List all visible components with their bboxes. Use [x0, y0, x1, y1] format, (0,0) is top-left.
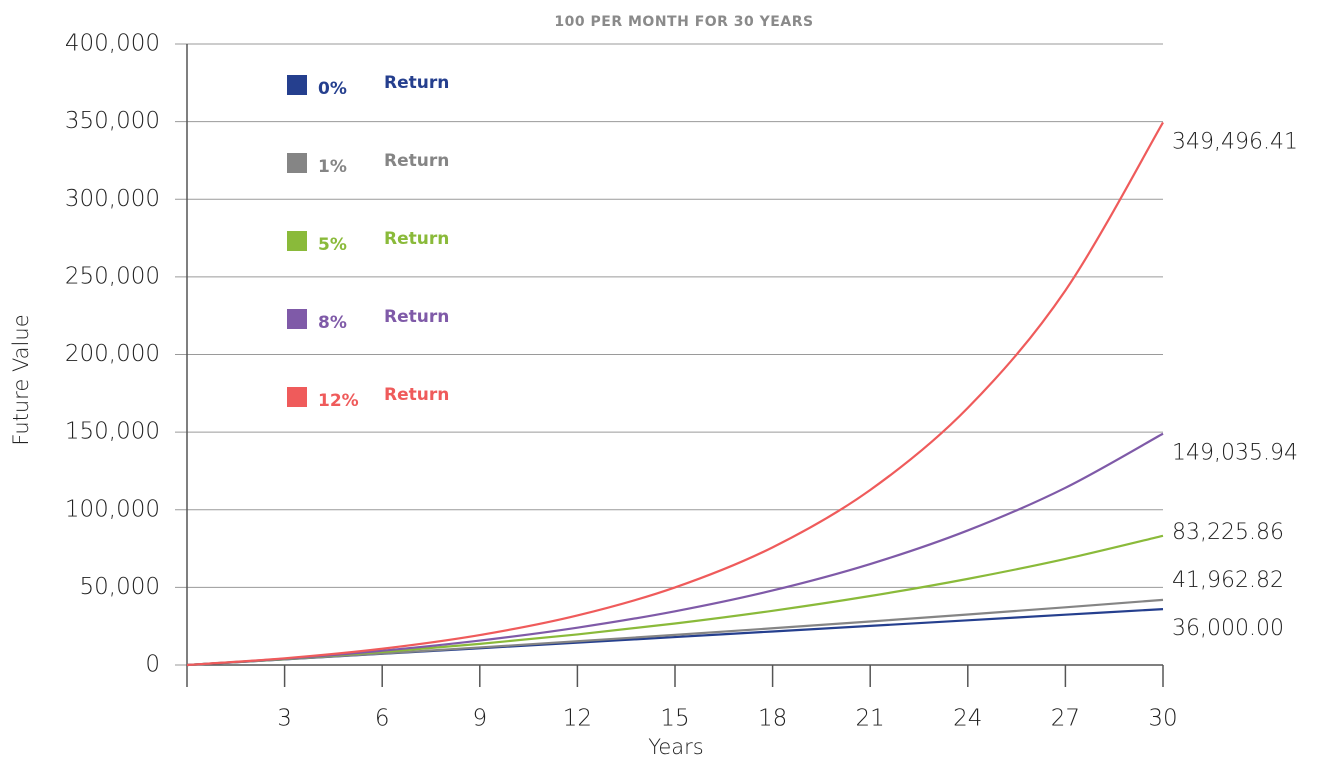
line-series	[186, 121, 1164, 667]
legend-swatch	[287, 387, 307, 407]
chart-title: 100 PER MONTH FOR 30 YEARS	[554, 14, 813, 30]
legend-label: 12%	[318, 391, 359, 411]
legend-suffix: Return	[384, 307, 449, 327]
x-tick-label: 21	[856, 706, 885, 732]
value-label: 36,000.00	[1172, 616, 1284, 641]
y-tick-label: 300,000	[65, 186, 160, 212]
x-axis-title: Years	[648, 735, 703, 759]
y-tick-label: 0	[145, 652, 160, 678]
legend-suffix: Return	[384, 385, 449, 405]
x-tick-label: 18	[758, 706, 787, 732]
legend-label: 8%	[318, 313, 347, 333]
x-tick-label: 6	[375, 706, 390, 732]
legend-label: 1%	[318, 157, 347, 177]
line-series	[186, 432, 1164, 667]
y-tick-label: 350,000	[65, 108, 160, 134]
x-tick-label: 30	[1148, 706, 1177, 732]
legend-swatch	[287, 309, 307, 329]
y-tick-label: 100,000	[65, 496, 160, 522]
legend-swatch	[287, 75, 307, 95]
value-label: 41,962.82	[1172, 568, 1284, 593]
y-tick-label: 150,000	[65, 419, 160, 445]
legend-suffix: Return	[384, 73, 449, 93]
value-label: 83,225.86	[1172, 520, 1284, 545]
y-tick-label: 400,000	[65, 31, 160, 57]
x-tick-label: 27	[1051, 706, 1080, 732]
legend-label: 5%	[318, 235, 347, 255]
x-tick-label: 3	[277, 706, 292, 732]
y-tick-label: 200,000	[65, 341, 160, 367]
legend-label: 0%	[318, 79, 347, 99]
y-axis-title: Future Value	[9, 314, 33, 445]
line-series	[186, 598, 1164, 667]
legend-suffix: Return	[384, 229, 449, 249]
x-tick-label: 15	[660, 706, 689, 732]
legend-swatch	[287, 231, 307, 251]
line-series	[186, 534, 1164, 667]
x-tick-label: 9	[472, 706, 487, 732]
y-tick-label: 50,000	[80, 574, 160, 600]
x-tick-label: 24	[953, 706, 982, 732]
value-label: 149,035.94	[1172, 441, 1298, 466]
y-tick-label: 250,000	[65, 263, 160, 289]
legend-suffix: Return	[384, 151, 449, 171]
legend-swatch	[287, 153, 307, 173]
x-tick-label: 12	[563, 706, 592, 732]
value-label: 349,496.41	[1172, 129, 1298, 154]
